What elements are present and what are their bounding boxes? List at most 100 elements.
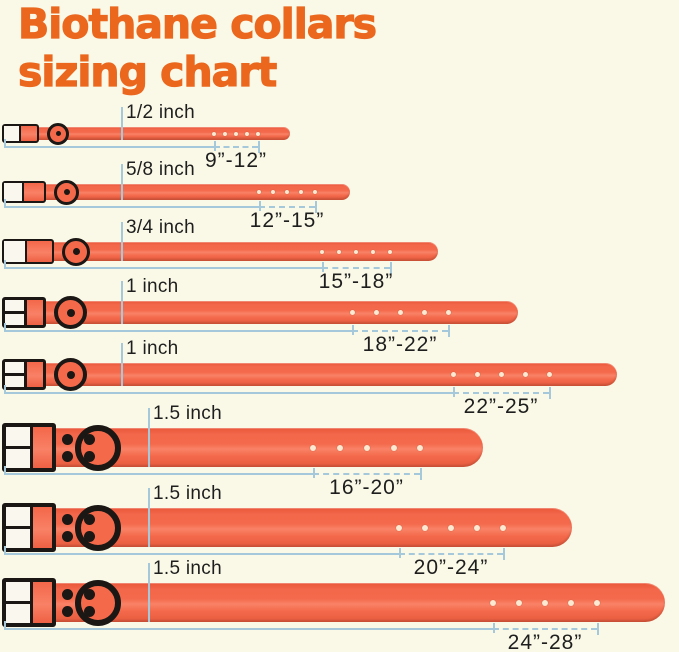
adjustment-hole — [450, 372, 456, 377]
width-label: 1 inch — [126, 276, 179, 297]
bracket-left-tick — [4, 466, 6, 473]
adjustment-hole — [271, 190, 275, 194]
buckle-icon — [2, 239, 54, 264]
size-range-label: 16”-20” — [329, 476, 404, 499]
bracket-line — [4, 267, 322, 269]
adjustment-hole — [349, 310, 355, 315]
buckle-icon — [2, 181, 46, 203]
adjustment-hole — [257, 190, 261, 194]
buckle-slot — [6, 507, 33, 548]
adjustment-hole — [396, 524, 402, 531]
width-label: 1.5 inch — [153, 483, 222, 504]
bracket-left-tick — [4, 139, 6, 146]
adjustment-hole — [594, 599, 600, 606]
collar-strap — [6, 242, 438, 261]
adjustment-hole — [397, 310, 403, 315]
adjustment-hole — [373, 310, 379, 315]
width-measure-tick — [148, 488, 150, 547]
rivet-icon — [84, 433, 95, 445]
rivet-icon — [62, 513, 73, 525]
width-measure-tick — [121, 222, 123, 261]
collar-strap — [6, 301, 518, 324]
bracket-right-tick — [597, 623, 599, 635]
adjustment-hole — [500, 524, 506, 531]
adjustment-hole — [337, 444, 343, 451]
buckle-icon — [2, 359, 46, 390]
width-measure-tick — [121, 281, 123, 324]
buckle-icon — [2, 124, 39, 143]
width-label: 1 inch — [126, 338, 179, 359]
bracket-right-tick — [420, 468, 422, 480]
adjustment-hole — [371, 249, 375, 254]
adjustment-hole — [388, 249, 392, 254]
d-ring-icon — [54, 358, 87, 391]
adjustment-hole — [417, 444, 423, 451]
rivet-icon — [62, 606, 73, 618]
adjustment-hole — [364, 444, 370, 451]
adjustment-hole — [498, 372, 504, 377]
rivet-icon — [62, 451, 73, 463]
adjustment-hole — [516, 599, 522, 606]
adjustment-hole — [421, 310, 427, 315]
d-ring-icon — [75, 579, 121, 626]
bracket-range-line — [453, 392, 549, 394]
bracket-range-line — [259, 206, 315, 208]
bracket-range-line — [399, 553, 503, 555]
rivet-icon — [84, 606, 95, 618]
collar-strap — [6, 127, 290, 140]
adjustment-hole — [285, 190, 289, 194]
adjustment-hole — [256, 131, 260, 136]
size-range-label: 20”-24” — [413, 556, 489, 579]
buckle-icon — [2, 503, 56, 552]
bracket-range-line — [322, 267, 390, 269]
width-label: 1/2 inch — [126, 102, 195, 123]
size-range-label: 24”-28” — [507, 631, 583, 652]
adjustment-hole — [299, 190, 303, 194]
size-range-label: 22”-25” — [463, 395, 539, 418]
buckle-icon — [2, 578, 56, 627]
ring-pin-icon — [66, 370, 75, 379]
bracket-right-tick — [315, 201, 317, 213]
bracket-line — [4, 146, 214, 148]
size-range-label: 15”-18” — [318, 270, 394, 293]
ring-pin-icon — [72, 248, 80, 255]
adjustment-hole — [234, 131, 238, 136]
size-range-label: 18”-22” — [362, 333, 438, 356]
rivet-icon — [84, 513, 95, 525]
page-title-line2: sizing chart — [17, 48, 277, 97]
buckle-slot — [6, 582, 33, 623]
adjustment-hole — [474, 524, 480, 531]
bracket-line — [4, 628, 493, 630]
rivet-icon — [62, 433, 73, 445]
bracket-left-tick — [4, 546, 6, 553]
width-measure-tick — [148, 563, 150, 622]
rivet-icon — [84, 451, 95, 463]
bracket-line — [4, 206, 259, 208]
adjustment-hole — [354, 249, 358, 254]
buckle-slot — [4, 126, 21, 141]
bracket-line — [4, 392, 453, 394]
page-title: Biothane collars sizing chart — [17, 0, 377, 97]
buckle-slot — [6, 427, 33, 468]
bracket-line — [4, 330, 352, 332]
size-range-label: 9”-12” — [204, 149, 268, 172]
width-label: 5/8 inch — [126, 159, 195, 180]
bracket-range-line — [352, 330, 448, 332]
buckle-slot — [4, 241, 28, 262]
width-label: 3/4 inch — [126, 217, 195, 238]
d-ring-icon — [54, 296, 87, 329]
adjustment-hole — [320, 249, 324, 254]
rivet-icon — [84, 531, 95, 543]
adjustment-hole — [212, 131, 216, 136]
buckle-slot — [4, 183, 24, 201]
bracket-right-tick — [503, 548, 505, 560]
width-measure-tick — [121, 164, 123, 200]
width-measure-tick — [148, 408, 150, 467]
adjustment-hole — [310, 444, 316, 451]
adjustment-hole — [448, 524, 454, 531]
adjustment-hole — [223, 131, 227, 136]
bracket-left-tick — [4, 260, 6, 267]
ring-pin-icon — [63, 189, 70, 195]
adjustment-hole — [542, 599, 548, 606]
